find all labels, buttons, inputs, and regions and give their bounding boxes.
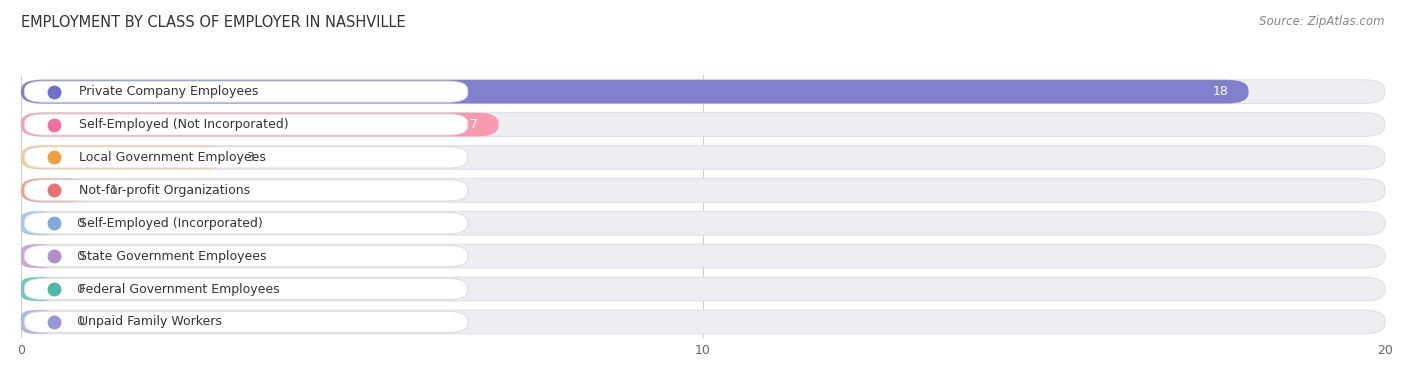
FancyBboxPatch shape (21, 113, 499, 136)
Text: Private Company Employees: Private Company Employees (79, 85, 259, 98)
FancyBboxPatch shape (21, 179, 1385, 202)
FancyBboxPatch shape (21, 80, 1385, 103)
FancyBboxPatch shape (21, 146, 1385, 169)
FancyBboxPatch shape (21, 244, 55, 268)
FancyBboxPatch shape (21, 211, 1385, 235)
FancyBboxPatch shape (24, 213, 468, 234)
FancyBboxPatch shape (24, 147, 468, 168)
FancyBboxPatch shape (24, 311, 468, 332)
FancyBboxPatch shape (24, 180, 468, 201)
FancyBboxPatch shape (24, 81, 468, 102)
Text: Self-Employed (Not Incorporated): Self-Employed (Not Incorporated) (79, 118, 288, 131)
FancyBboxPatch shape (21, 310, 1385, 334)
FancyBboxPatch shape (24, 114, 468, 135)
Text: 3: 3 (246, 151, 254, 164)
Text: 7: 7 (470, 118, 478, 131)
Text: 1: 1 (110, 184, 118, 197)
Text: 0: 0 (76, 282, 83, 296)
Text: 0: 0 (76, 217, 83, 230)
Text: Local Government Employees: Local Government Employees (79, 151, 266, 164)
FancyBboxPatch shape (21, 211, 55, 235)
FancyBboxPatch shape (21, 277, 55, 301)
FancyBboxPatch shape (21, 277, 1385, 301)
Text: 0: 0 (76, 315, 83, 329)
Text: Unpaid Family Workers: Unpaid Family Workers (79, 315, 222, 329)
FancyBboxPatch shape (21, 310, 55, 334)
Text: State Government Employees: State Government Employees (79, 250, 267, 263)
Text: Federal Government Employees: Federal Government Employees (79, 282, 280, 296)
FancyBboxPatch shape (21, 146, 226, 169)
Text: EMPLOYMENT BY CLASS OF EMPLOYER IN NASHVILLE: EMPLOYMENT BY CLASS OF EMPLOYER IN NASHV… (21, 15, 406, 30)
Text: 0: 0 (76, 250, 83, 263)
Text: Not-for-profit Organizations: Not-for-profit Organizations (79, 184, 250, 197)
FancyBboxPatch shape (21, 244, 1385, 268)
FancyBboxPatch shape (24, 279, 468, 300)
Text: Source: ZipAtlas.com: Source: ZipAtlas.com (1260, 15, 1385, 28)
Text: 18: 18 (1212, 85, 1227, 98)
FancyBboxPatch shape (21, 80, 1249, 103)
FancyBboxPatch shape (21, 113, 1385, 136)
FancyBboxPatch shape (24, 246, 468, 267)
FancyBboxPatch shape (21, 179, 90, 202)
Text: Self-Employed (Incorporated): Self-Employed (Incorporated) (79, 217, 263, 230)
